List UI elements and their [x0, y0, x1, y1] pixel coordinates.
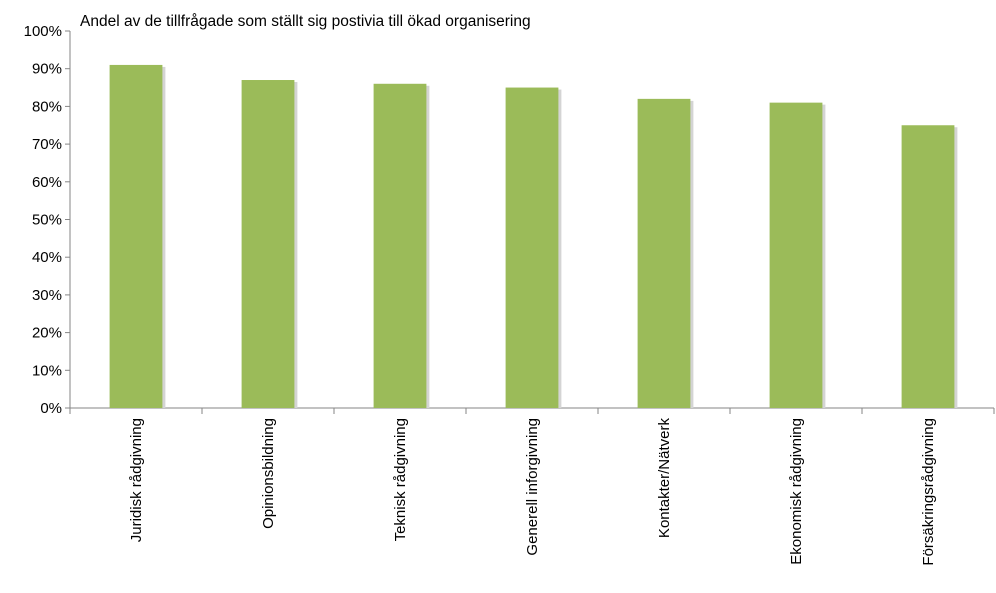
y-tick-label: 40% — [32, 249, 62, 266]
x-tick-label: Ekonomisk rådgivning — [788, 418, 805, 565]
y-tick-label: 80% — [32, 98, 62, 115]
x-tick-label: Försäkringsrådgivning — [920, 418, 937, 566]
y-tick-label: 60% — [32, 174, 62, 191]
bar — [769, 102, 823, 408]
x-tick-label: Generell inforgivning — [524, 418, 541, 556]
bars — [109, 64, 958, 409]
y-axis: 0% 10% 20% 30% 40% 50% 60% 70% 80% 90% 100% — [24, 23, 71, 417]
bar — [373, 83, 427, 408]
x-tick-label: Kontakter/Nätverk — [656, 418, 673, 539]
bar — [241, 80, 295, 408]
x-tick-label: Juridisk rådgivning — [128, 418, 145, 542]
y-tick-label: 0% — [40, 400, 62, 417]
y-tick-label: 100% — [24, 23, 62, 40]
y-tick-label: 90% — [32, 61, 62, 78]
y-tick-label: 50% — [32, 212, 62, 229]
chart-title: Andel av de tillfrågade som ställt sig p… — [80, 13, 531, 30]
y-tick-label: 20% — [32, 325, 62, 342]
bar — [637, 98, 691, 409]
y-tick-label: 70% — [32, 136, 62, 153]
y-tick-label: 30% — [32, 287, 62, 304]
y-tick-label: 10% — [32, 362, 62, 379]
x-tick-labels: Juridisk rådgivning Opinionsbildning Tekni… — [128, 418, 937, 566]
x-tick-label: Opinionsbildning — [260, 418, 277, 529]
bar — [109, 64, 163, 409]
x-tick-label: Teknisk rådgivning — [392, 418, 409, 541]
bar — [505, 87, 559, 409]
bar — [901, 125, 955, 408]
x-axis — [69, 407, 995, 414]
